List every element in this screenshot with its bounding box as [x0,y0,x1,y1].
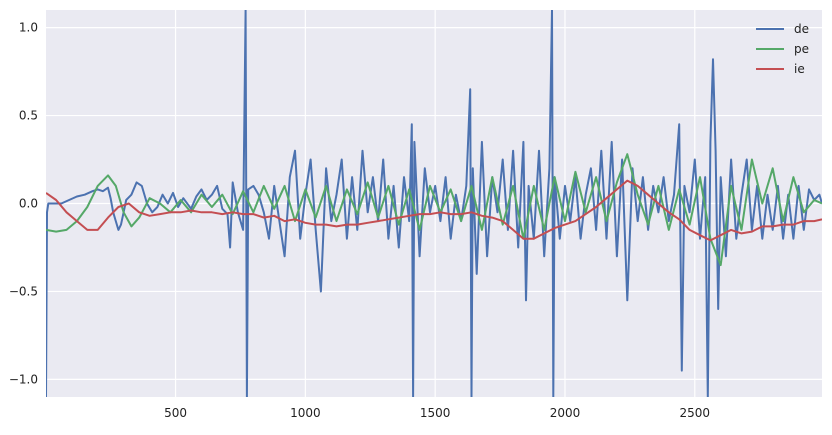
series-line-ie [46,179,822,242]
legend-label-pe: pe [794,42,809,56]
series-lines [46,10,822,397]
legend: de pe ie [756,22,809,76]
x-tick-label: 2500 [680,406,711,420]
legend-label-de: de [794,22,809,36]
y-tick-label: 0.5 [19,109,38,123]
series-line-de [46,10,822,397]
legend-label-ie: ie [794,62,805,76]
y-tick-label: −0.5 [9,284,38,298]
tick-labels: 500 1000 1500 2000 2500 1.0 0.5 0.0 −0.5 −1.0 [9,21,710,420]
series-line-pe [46,153,822,267]
x-tick-label: 1000 [290,406,321,420]
y-tick-label: 0.0 [19,197,38,211]
y-tick-label: 1.0 [19,21,38,35]
x-tick-label: 500 [164,406,187,420]
x-tick-label: 2000 [550,406,581,420]
x-tick-label: 1500 [420,406,451,420]
y-tick-label: −1.0 [9,372,38,386]
